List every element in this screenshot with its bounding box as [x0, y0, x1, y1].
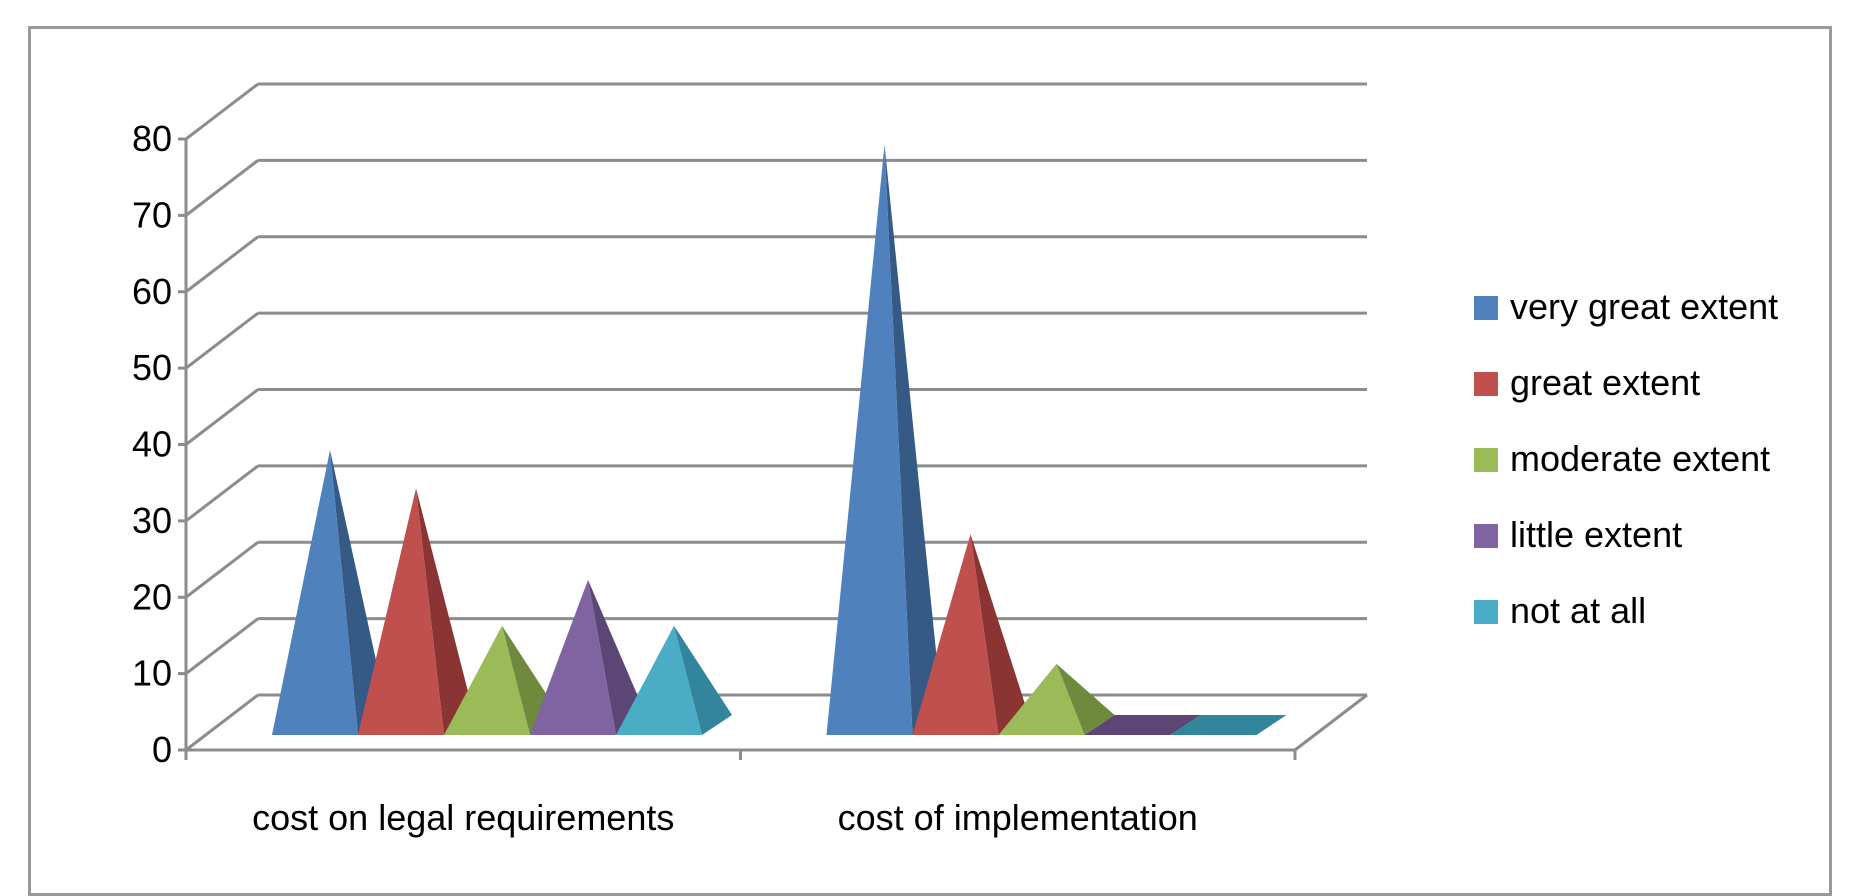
- pyramid-side-face: [588, 579, 646, 735]
- pyramid-flat-base: [1084, 715, 1201, 735]
- legend-swatch: [1474, 296, 1498, 320]
- pyramid-front-face: [826, 144, 913, 736]
- side-gridline: [185, 541, 259, 599]
- pyramid-side-face: [970, 534, 1029, 735]
- side-gridline: [185, 82, 259, 141]
- side-gridline: [185, 693, 259, 752]
- side-gridline: [185, 464, 259, 523]
- pyramid-flat-base: [1170, 715, 1287, 735]
- pyramid-front-face: [616, 625, 702, 735]
- x-category-label: cost on legal requirements: [252, 797, 674, 838]
- axes: [178, 137, 1368, 760]
- pyramid: [912, 534, 1029, 735]
- pyramid: [1170, 715, 1287, 735]
- side-gridline: [185, 311, 259, 370]
- pyramid-side-face: [330, 450, 388, 735]
- pyramids: [272, 144, 1287, 736]
- pyramid-side-face: [1056, 663, 1115, 735]
- tick-labels: 0 10 20 30 40 50 60 70 80 cost on legal requireme…: [132, 118, 1198, 838]
- y-tick-label: 20: [132, 576, 172, 617]
- pyramid: [1084, 715, 1201, 735]
- legend-label: little extent: [1510, 514, 1682, 555]
- y-tick-label: 10: [132, 653, 172, 694]
- y-tick-label: 40: [132, 424, 172, 465]
- y-tick-label: 50: [132, 347, 172, 388]
- pyramid-front-face: [444, 625, 530, 735]
- legend-swatch: [1474, 524, 1498, 548]
- pyramid-side-face: [674, 625, 732, 735]
- legend-swatch: [1474, 372, 1498, 396]
- pyramid: [616, 625, 732, 735]
- pyramid-front-face: [272, 450, 358, 735]
- y-tick-label: 60: [132, 271, 172, 312]
- pyramid: [826, 144, 943, 736]
- side-gridline: [185, 388, 259, 446]
- pyramid-side-face: [416, 488, 474, 735]
- pyramid-front-face: [530, 579, 616, 735]
- y-tick-label: 80: [132, 118, 172, 159]
- y-tick-label: 0: [152, 729, 172, 770]
- pyramid: [358, 488, 474, 735]
- floor-right-edge: [1294, 693, 1368, 752]
- y-tick-label: 30: [132, 500, 172, 541]
- pyramid-front-face: [998, 663, 1085, 735]
- side-gridline: [185, 159, 259, 217]
- legend-label: moderate extent: [1510, 438, 1770, 479]
- legend-label: not at all: [1510, 590, 1646, 631]
- legend-label: great extent: [1510, 362, 1700, 403]
- x-category-label: cost of implementation: [838, 797, 1198, 838]
- pyramid-front-face: [912, 534, 999, 735]
- side-gridline: [185, 235, 259, 293]
- legend: very great extent great extent moderate ex…: [1474, 286, 1778, 631]
- pyramid: [998, 663, 1115, 735]
- y-tick-label: 70: [132, 194, 172, 235]
- legend-label: very great extent: [1510, 286, 1778, 327]
- legend-swatch: [1474, 600, 1498, 624]
- pyramid: [272, 450, 388, 735]
- pyramid: [530, 579, 646, 735]
- side-gridline: [185, 617, 259, 675]
- pyramid-front-face: [358, 488, 444, 735]
- pyramid-side-face: [884, 144, 943, 736]
- legend-swatch: [1474, 448, 1498, 472]
